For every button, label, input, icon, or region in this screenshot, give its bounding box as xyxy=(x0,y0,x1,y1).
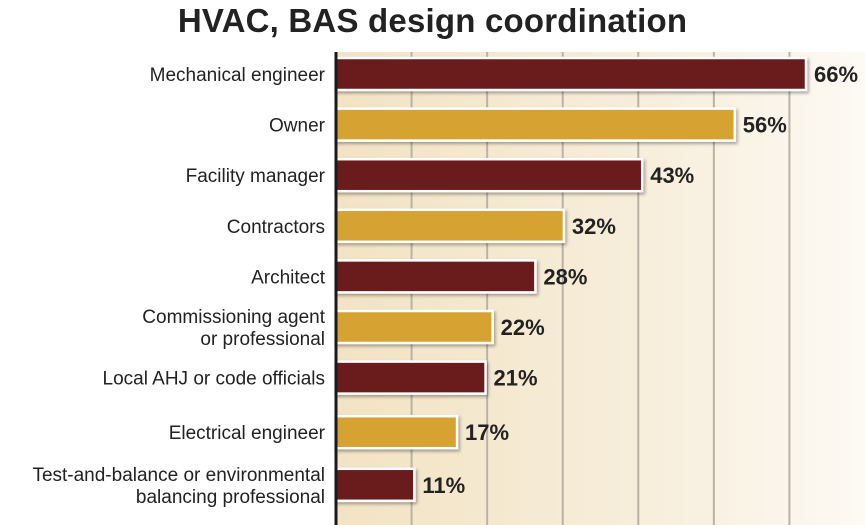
value-label: 56% xyxy=(743,113,787,138)
value-label: 66% xyxy=(814,62,858,87)
bar xyxy=(334,157,644,193)
category-label: Local AHJ or code officials xyxy=(103,369,326,390)
bar xyxy=(334,467,416,503)
value-label: 17% xyxy=(465,420,509,445)
category-label: Test-and-balance or environmental balanci… xyxy=(32,465,325,508)
chart-title: HVAC, BAS design coordination xyxy=(177,2,688,39)
value-label: 22% xyxy=(501,315,545,340)
bar xyxy=(334,259,537,294)
bar xyxy=(334,414,459,450)
category-labels: Mechanical engineer Owner Facility manager… xyxy=(32,65,325,508)
value-label: 28% xyxy=(543,264,587,289)
value-label: 43% xyxy=(650,163,694,188)
category-label: Architect xyxy=(251,267,326,288)
bar xyxy=(334,360,487,395)
category-label: Electrical engineer xyxy=(169,423,326,444)
category-label: Mechanical engineer xyxy=(150,65,326,86)
bar xyxy=(334,309,494,345)
value-label: 32% xyxy=(572,214,616,239)
category-label: Owner xyxy=(269,116,326,137)
value-label: 11% xyxy=(422,473,465,498)
bars: 66% 56% 43% 32% 28% 22% 21% 17% 11% xyxy=(334,56,858,503)
category-label: Contractors xyxy=(227,217,325,238)
bar xyxy=(334,208,566,244)
bar xyxy=(334,56,808,92)
value-label: 21% xyxy=(494,366,538,391)
bar xyxy=(334,107,737,142)
category-label: Facility manager xyxy=(186,166,326,187)
category-label: Commissioning agent or professional xyxy=(142,307,325,350)
